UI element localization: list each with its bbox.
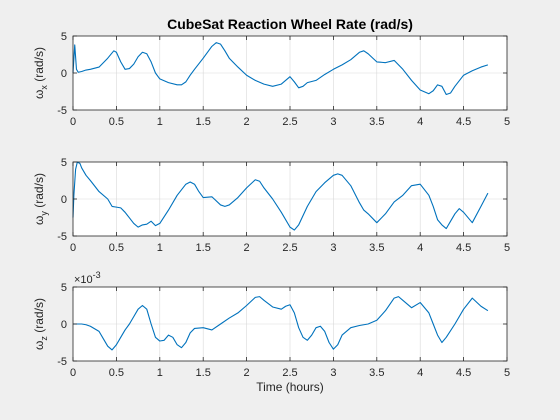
y-axis-label: ωy (rad/s) bbox=[32, 173, 49, 225]
x-axis-label: Time (hours) bbox=[256, 380, 324, 394]
y-axis-label-base: ω bbox=[32, 341, 46, 350]
x-tick-label: 1.5 bbox=[196, 116, 211, 128]
y-axis-label-unit: (rad/s) bbox=[32, 173, 46, 211]
x-tick-label: 2.5 bbox=[282, 116, 297, 128]
y-axis-label: ωz (rad/s) bbox=[32, 298, 49, 350]
y-tick-label: 0 bbox=[61, 68, 67, 80]
x-tick-label: 4 bbox=[417, 242, 423, 254]
series-line bbox=[73, 296, 489, 351]
x-tick-label: 0 bbox=[70, 116, 76, 128]
x-tick-label: 4.5 bbox=[456, 242, 471, 254]
y-tick-label: 5 bbox=[61, 282, 67, 294]
x-tick-label: 0.5 bbox=[109, 242, 124, 254]
y-tick-label: 0 bbox=[61, 319, 67, 331]
y-axis-label-unit: (rad/s) bbox=[32, 298, 46, 336]
y-axis-label: ωx (rad/s) bbox=[32, 47, 49, 99]
series-line bbox=[72, 42, 489, 96]
y-axis-exponent-base: ×10 bbox=[74, 274, 93, 286]
x-tick-label: 2.5 bbox=[282, 367, 297, 379]
series-line bbox=[72, 161, 489, 231]
x-tick-label: 1.5 bbox=[196, 242, 211, 254]
x-tick-label: 3 bbox=[330, 116, 336, 128]
x-tick-label: 1.5 bbox=[196, 367, 211, 379]
x-tick-label: 0.5 bbox=[109, 116, 124, 128]
x-tick-label: 3.5 bbox=[369, 367, 384, 379]
y-tick-label: -5 bbox=[57, 105, 67, 117]
y-tick-label: 0 bbox=[61, 194, 67, 206]
x-tick-label: 3 bbox=[330, 242, 336, 254]
y-axis-label-sub: x bbox=[39, 85, 49, 90]
y-axis-label-sub: y bbox=[39, 211, 49, 216]
x-tick-label: 5 bbox=[504, 242, 510, 254]
y-axis-label-base: ω bbox=[32, 90, 46, 99]
y-axis-exponent-power: -3 bbox=[93, 270, 101, 280]
x-tick-label: 4.5 bbox=[456, 367, 471, 379]
x-tick-label: 4 bbox=[417, 116, 423, 128]
x-tick-label: 3.5 bbox=[369, 242, 384, 254]
y-axis-label-base: ω bbox=[32, 216, 46, 225]
x-tick-label: 0 bbox=[70, 242, 76, 254]
x-tick-label: 3 bbox=[330, 367, 336, 379]
y-axis-exponent: ×10-3 bbox=[74, 270, 101, 286]
x-tick-label: 1 bbox=[157, 116, 163, 128]
x-tick-label: 5 bbox=[504, 367, 510, 379]
chart-title: CubeSat Reaction Wheel Rate (rad/s) bbox=[167, 16, 413, 32]
x-tick-label: 4.5 bbox=[456, 116, 471, 128]
x-tick-label: 5 bbox=[504, 116, 510, 128]
x-tick-label: 3.5 bbox=[369, 116, 384, 128]
x-tick-label: 2.5 bbox=[282, 242, 297, 254]
x-tick-label: 1 bbox=[157, 367, 163, 379]
y-axis-label-sub: z bbox=[39, 336, 49, 341]
x-tick-label: 2 bbox=[244, 367, 250, 379]
x-tick-label: 4 bbox=[417, 367, 423, 379]
y-axis-label-unit: (rad/s) bbox=[32, 47, 46, 85]
x-tick-label: 1 bbox=[157, 242, 163, 254]
x-tick-label: 2 bbox=[244, 116, 250, 128]
x-tick-label: 0 bbox=[70, 367, 76, 379]
y-tick-label: -5 bbox=[57, 356, 67, 368]
y-tick-label: -5 bbox=[57, 231, 67, 243]
y-tick-label: 5 bbox=[61, 157, 67, 169]
x-tick-label: 2 bbox=[244, 242, 250, 254]
y-tick-label: 5 bbox=[61, 31, 67, 43]
x-tick-label: 0.5 bbox=[109, 367, 124, 379]
